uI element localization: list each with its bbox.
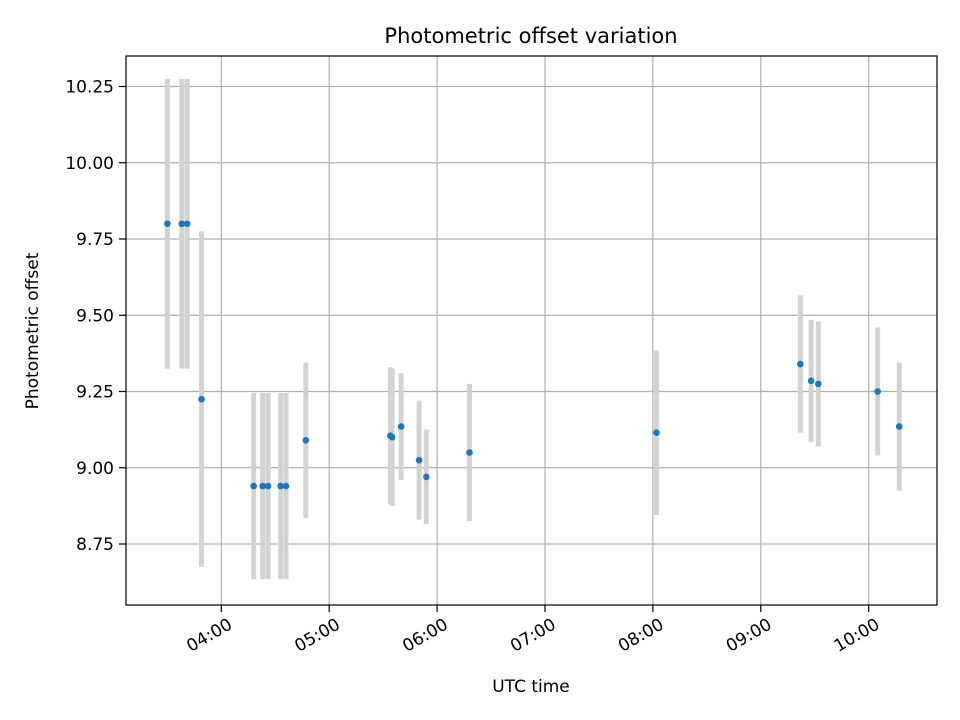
data-point [282, 482, 290, 490]
y-tick-label: 8.75 [76, 535, 114, 555]
plot-frame [125, 55, 938, 606]
data-point [397, 423, 405, 430]
data-point [807, 377, 815, 385]
data-point [164, 220, 171, 228]
y-tick-label: 10.25 [65, 78, 114, 98]
data-point [178, 220, 186, 228]
y-axis: 8.75 9.00 9.25 9.50 9.75 10.00 10.25 [65, 78, 126, 555]
data-point [874, 388, 881, 395]
data-points [164, 220, 903, 490]
data-point [388, 433, 396, 441]
y-tick-label: 9.00 [76, 459, 114, 479]
data-point [259, 482, 266, 490]
data-point [183, 220, 191, 228]
data-point [198, 395, 205, 403]
data-point [302, 437, 310, 444]
x-axis-title: UTC time [492, 677, 570, 697]
data-point [277, 482, 284, 490]
data-point [466, 449, 473, 456]
data-point [415, 456, 423, 464]
data-point [653, 429, 660, 436]
y-tick-label: 9.50 [76, 306, 114, 326]
data-point [250, 482, 257, 490]
y-tick-label: 9.75 [76, 230, 114, 250]
y-axis-title: Photometric offset [23, 252, 43, 409]
data-point [797, 360, 804, 368]
data-point [264, 482, 272, 490]
data-point [423, 473, 430, 481]
y-tick-label: 9.25 [76, 383, 114, 403]
y-tick-label: 10.00 [65, 154, 114, 174]
data-point [895, 423, 903, 430]
chart-title: Photometric offset variation [384, 24, 677, 48]
data-point [815, 380, 822, 388]
